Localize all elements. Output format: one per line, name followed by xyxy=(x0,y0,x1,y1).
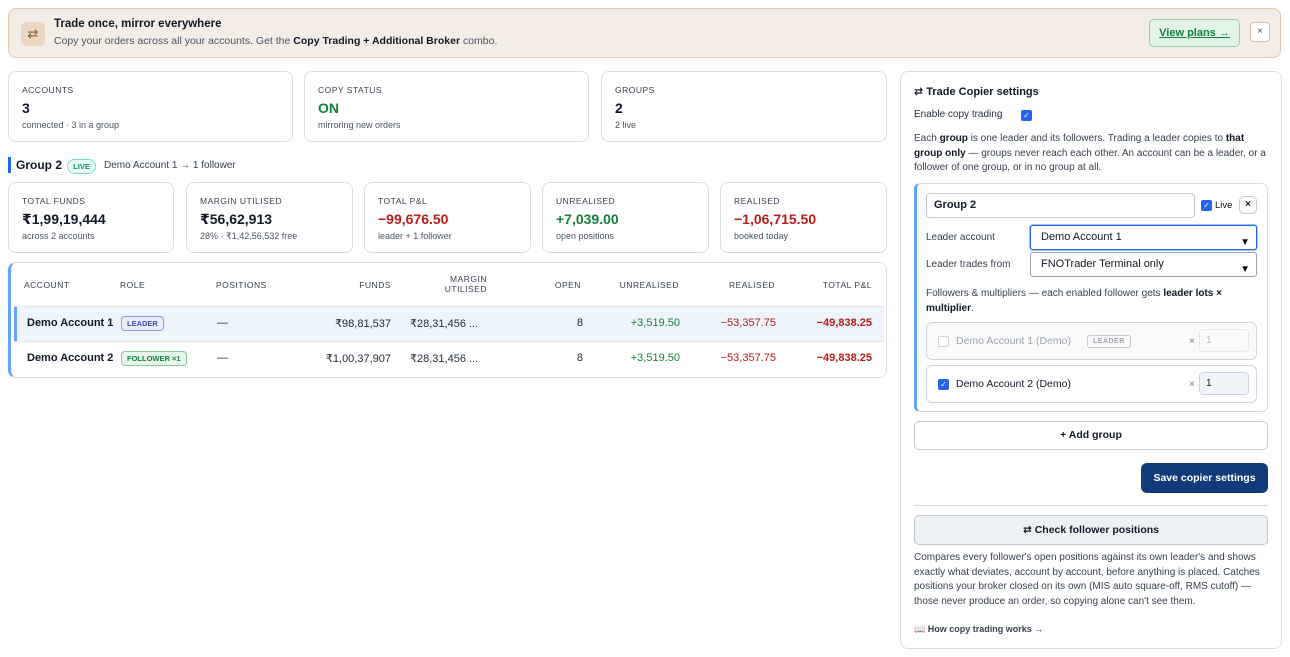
settings-info: Each group is one leader and its followe… xyxy=(914,133,1266,173)
group-editor: Group 2 ✓ Live × Leader account Demo Acc… xyxy=(914,183,1268,412)
group-title: Group 2 xyxy=(16,158,63,172)
live-badge: LIVE xyxy=(67,159,96,174)
table-row[interactable]: Demo Account 2 FOLLOWER ×1 — ₹1,00,37,90… xyxy=(27,351,872,366)
settings-title: ⇄ Trade Copier settings xyxy=(914,86,1039,98)
leader-account-select[interactable]: Demo Account 1 ▼ xyxy=(1030,225,1257,250)
realised-card: REALISED −1,06,715.50 booked today xyxy=(720,182,887,253)
table-row[interactable]: Demo Account 1 LEADER — ₹98,81,537 ₹28,3… xyxy=(14,307,884,341)
column-header-account[interactable]: ACCOUNT xyxy=(24,280,70,290)
leader-tag: LEADER xyxy=(1087,335,1131,348)
multiplier-input[interactable]: 1 xyxy=(1199,372,1249,395)
enable-copy-trading-checkbox[interactable]: ✓ xyxy=(1021,110,1032,121)
column-header-open[interactable]: OPEN xyxy=(554,280,581,290)
follower-checkbox-disabled[interactable] xyxy=(938,336,949,347)
banner-description: Copy your orders across all your account… xyxy=(54,35,498,47)
groups-card: GROUPS 2 2 live xyxy=(601,71,887,142)
column-header-funds[interactable]: FUNDS xyxy=(359,280,391,290)
accounts-table: ACCOUNT ROLE POSITIONS FUNDS MARGIN UTILI… xyxy=(8,262,887,378)
column-header-realised[interactable]: REALISED xyxy=(728,280,775,290)
row-divider xyxy=(14,306,884,307)
live-label: Live xyxy=(1215,200,1233,211)
margin-utilised-card: MARGIN UTILISED ₹56,62,913 28% · ₹1,42,5… xyxy=(186,182,353,253)
follower-checkbox[interactable]: ✓ xyxy=(938,379,949,390)
follower-row: ✓ Demo Account 2 (Demo) × 1 xyxy=(926,365,1257,403)
total-pnl-card: TOTAL P&L −99,676.50 leader + 1 follower xyxy=(364,182,531,253)
role-badge-leader: LEADER xyxy=(121,316,164,331)
remove-group-button[interactable]: × xyxy=(1239,196,1257,214)
accounts-card: ACCOUNTS 3 connected · 3 in a group xyxy=(8,71,293,142)
save-copier-settings-button[interactable]: Save copier settings xyxy=(1141,463,1268,493)
column-header-unrealised[interactable]: UNREALISED xyxy=(619,280,679,290)
leader-trades-from-label: Leader trades from xyxy=(926,259,1011,270)
enable-copy-trading-label: Enable copy trading xyxy=(914,109,1003,120)
unrealised-card: UNREALISED +7,039.00 open positions xyxy=(542,182,709,253)
column-header-role[interactable]: ROLE xyxy=(120,280,146,290)
role-badge-follower: FOLLOWER ×1 xyxy=(121,351,187,366)
column-header-margin[interactable]: MARGIN UTILISED xyxy=(444,274,487,294)
banner-title: Trade once, mirror everywhere xyxy=(54,18,222,30)
divider xyxy=(914,505,1268,506)
compare-description: Compares every follower's open positions… xyxy=(914,552,1260,607)
check-follower-positions-button[interactable]: ⇄ Check follower positions xyxy=(914,515,1268,545)
group-accent-bar xyxy=(8,157,11,173)
row-divider xyxy=(14,341,884,342)
promo-banner: ⇄ Trade once, mirror everywhere Copy you… xyxy=(8,8,1281,58)
group-description: Demo Account 1 → 1 follower xyxy=(104,160,236,171)
follower-row: Demo Account 1 (Demo) LEADER × 1 xyxy=(926,322,1257,360)
followers-info: Followers & multipliers — each enabled f… xyxy=(926,288,1222,314)
total-funds-card: TOTAL FUNDS ₹1,99,19,444 across 2 accoun… xyxy=(8,182,174,253)
chevron-down-icon: ▼ xyxy=(1240,264,1250,275)
trade-copier-settings-panel: ⇄ Trade Copier settings Enable copy trad… xyxy=(900,71,1282,649)
column-header-total-pnl[interactable]: TOTAL P&L xyxy=(822,280,872,290)
chevron-down-icon: ▼ xyxy=(1240,237,1250,248)
leader-account-label: Leader account xyxy=(926,232,995,243)
leader-trades-from-select[interactable]: FNOTrader Terminal only ▼ xyxy=(1030,252,1257,277)
group-name-input[interactable]: Group 2 xyxy=(926,193,1195,218)
close-icon[interactable]: × xyxy=(1250,22,1270,42)
help-link[interactable]: 📖 How copy trading works → xyxy=(914,624,1044,634)
multiplier-input[interactable]: 1 xyxy=(1199,329,1249,352)
column-header-positions[interactable]: POSITIONS xyxy=(216,280,267,290)
add-group-button[interactable]: + Add group xyxy=(914,421,1268,450)
live-checkbox[interactable]: ✓ xyxy=(1201,200,1212,211)
copy-status-card: COPY STATUS ON mirroring new orders xyxy=(304,71,589,142)
swap-icon: ⇄ xyxy=(21,22,45,46)
view-plans-button[interactable]: View plans → xyxy=(1149,19,1240,47)
